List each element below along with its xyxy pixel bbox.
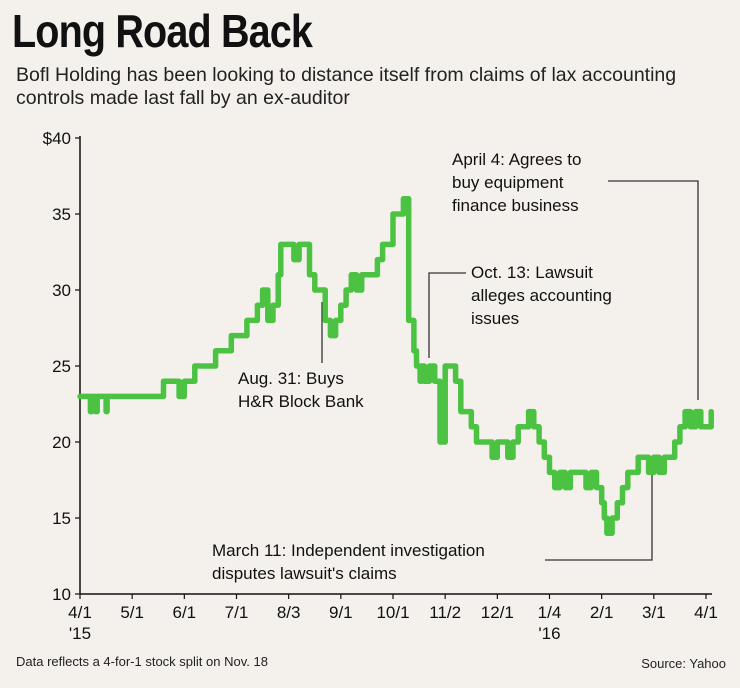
x-tick-label: 12/1	[481, 603, 514, 622]
x-tick-label: 11/2	[429, 603, 461, 622]
series-line	[77, 196, 714, 536]
y-tick-label: 30	[52, 281, 71, 300]
y-tick-label: 15	[52, 509, 71, 528]
annotation-leaders	[321, 180, 699, 561]
annotation-text: finance business	[452, 196, 579, 215]
y-tick-label: 35	[52, 205, 71, 224]
y-tick-label: 25	[52, 357, 71, 376]
x-tick-label: 8/3	[277, 603, 301, 622]
annotation-text: April 4: Agrees to	[452, 150, 581, 169]
y-tick-label: 20	[52, 433, 71, 452]
x-tick-label: 2/1	[590, 603, 614, 622]
x-tick-label: 10/1	[376, 603, 409, 622]
y-axis-ticks: $40 35 30 25 20 15 10	[43, 129, 80, 604]
annotation-text: disputes lawsuit's claims	[212, 564, 397, 583]
y-tick-label: 10	[52, 585, 71, 604]
chart-subtitle: Bofl Holding has been looking to distanc…	[16, 64, 677, 109]
annotation-text: March 11: Independent investigation	[212, 541, 485, 560]
annotation-text: Aug. 31: Buys	[238, 369, 344, 388]
annotation-text: issues	[471, 309, 519, 328]
annotation-text: alleges accounting	[471, 286, 612, 305]
x-tick-label: 1/4	[538, 603, 562, 622]
annotation-text: Oct. 13: Lawsuit	[471, 263, 593, 282]
footer-source: Source: Yahoo	[641, 656, 726, 671]
axes	[79, 136, 712, 595]
x-tick-sublabel: '16	[538, 624, 560, 643]
annotations: April 4: Agrees to buy equipment finance b…	[212, 150, 612, 583]
leader-oct13	[428, 272, 466, 358]
x-tick-label: 9/1	[329, 603, 353, 622]
annotation-text: buy equipment	[452, 173, 564, 192]
x-tick-label: 6/1	[173, 603, 197, 622]
x-tick-label: 4/1	[68, 603, 92, 622]
x-tick-label: 4/1	[694, 603, 718, 622]
x-tick-label: 7/1	[225, 603, 249, 622]
annotation-text: H&R Block Bank	[238, 392, 364, 411]
chart-title: Long Road Back	[12, 5, 313, 57]
x-tick-label: 3/1	[642, 603, 666, 622]
leader-march11	[545, 462, 653, 561]
footer-note: Data reflects a 4-for-1 stock split on N…	[16, 654, 268, 669]
y-tick-label: $40	[43, 129, 71, 148]
series-group	[77, 196, 714, 536]
leader-april4	[608, 180, 699, 400]
x-tick-sublabel: '15	[69, 624, 91, 643]
x-axis-ticks: 4/1 '15 5/1 6/1 7/1 8/3 9/1 10/1 11/2 12/1 1/4 '16 2…	[68, 594, 718, 643]
x-tick-label: 5/1	[120, 603, 144, 622]
